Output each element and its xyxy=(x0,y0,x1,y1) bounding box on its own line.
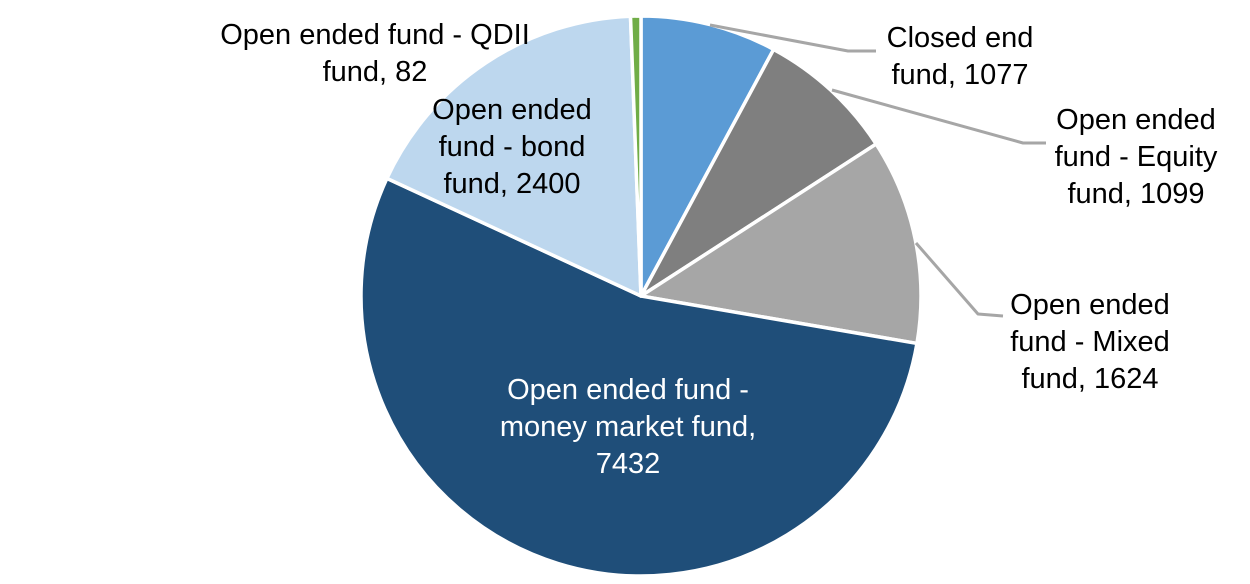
data-label-line: Open ended xyxy=(1010,289,1170,321)
pie-slice-bond-fund xyxy=(385,14,643,298)
data-label-mixed-fund: Open ended fund - Mixed fund, 1624 xyxy=(1010,287,1170,398)
data-label-line: money market fund, xyxy=(499,411,757,443)
pie-slice-closed-end-fund xyxy=(639,14,776,298)
pie-slice-money-market-fund xyxy=(359,176,919,578)
data-label-line: fund - bond xyxy=(438,131,586,163)
data-label-line: fund, 82 xyxy=(322,56,428,88)
data-label-line: Open ended fund - xyxy=(507,374,749,406)
data-label-money-market-fund: Open ended fund - money market fund, 7432 xyxy=(500,372,756,483)
data-label-line: Open ended fund - QDII xyxy=(220,19,530,51)
leader-line-closed-end-fund xyxy=(709,23,876,53)
data-label-line: Open ended xyxy=(432,94,592,126)
data-label-line: Closed end xyxy=(886,22,1034,54)
data-label-closed-end-fund: Closed end fund, 1077 xyxy=(887,20,1034,94)
leader-line-equity-fund xyxy=(831,88,1046,145)
data-label-line: fund - Mixed xyxy=(1010,326,1170,358)
data-label-line: fund, 1099 xyxy=(1067,178,1205,210)
data-label-line: fund, 1077 xyxy=(891,59,1029,91)
data-label-equity-fund: Open ended fund - Equity fund, 1099 xyxy=(1055,102,1218,213)
data-label-line: 7432 xyxy=(595,448,661,480)
pie-slice-qdii-fund xyxy=(628,14,643,298)
data-label-line: fund, 1624 xyxy=(1021,363,1159,395)
data-label-line: Open ended xyxy=(1056,104,1216,136)
data-label-qdii-fund: Open ended fund - QDII fund, 82 xyxy=(220,17,530,91)
leader-line-mixed-fund xyxy=(914,242,1004,318)
pie-slice-mixed-fund xyxy=(639,142,923,346)
pie-slice-equity-fund xyxy=(639,47,878,298)
data-label-bond-fund: Open ended fund - bond fund, 2400 xyxy=(432,92,592,203)
data-label-line: fund, 2400 xyxy=(443,168,581,200)
data-label-line: fund - Equity xyxy=(1054,141,1218,173)
